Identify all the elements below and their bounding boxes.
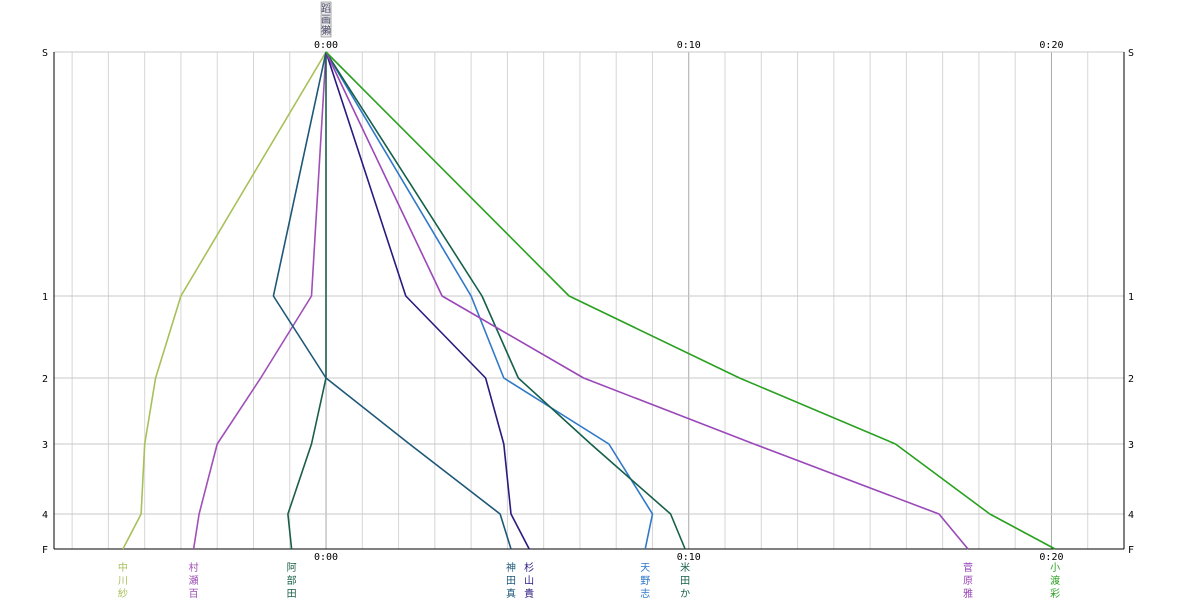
series-lines (122, 51, 1056, 550)
x-tick-label-top: 0:10 (677, 40, 701, 51)
runner-label-char: 瀬 (189, 575, 199, 587)
runner-label-char: 神 (506, 561, 516, 574)
series-line-2 (192, 51, 327, 550)
top-marker: 蹈画獺 (320, 1, 332, 38)
y-tick-label-right: F (1128, 545, 1134, 556)
y-tick-label-right: 2 (1128, 374, 1134, 385)
series-line-9 (325, 51, 1056, 550)
x-tick-label-top: 0:20 (1039, 40, 1063, 51)
vertical-gridlines (71, 52, 1125, 549)
y-tick-label-left: S (42, 48, 48, 59)
axis-labels: S S 1 1 2 2 3 3 4 4 F F 0:00 0:00 0:10 0:10 0:20 0:20 (42, 40, 1134, 563)
y-tick-label-right: 3 (1128, 440, 1134, 451)
series-line-5 (325, 51, 530, 550)
runner-label-char: 菅 (963, 562, 973, 574)
series-line-6 (325, 51, 654, 550)
y-tick-label-right: S (1128, 48, 1134, 59)
runner-label-char: 部 (287, 574, 297, 587)
y-tick-label-left: 4 (42, 510, 48, 521)
runner-label-char: 雅 (963, 587, 973, 600)
x-tick-label-top: 0:00 (314, 40, 338, 51)
runner-label-char: 山 (524, 575, 534, 587)
runner-label-char: 川 (118, 576, 128, 587)
y-tick-label-left: 1 (42, 292, 48, 303)
runner-label-char: 田 (287, 589, 297, 600)
marker-glyph: 獺 (321, 24, 331, 37)
marker-box (320, 1, 332, 38)
y-tick-label-left: 2 (42, 374, 48, 385)
series-line-3 (287, 52, 327, 550)
y-tick-label-right: 4 (1128, 510, 1134, 521)
plot-frame (53, 52, 1125, 550)
runner-label-char: 村 (189, 561, 199, 574)
x-tick-label-bottom: 0:20 (1039, 552, 1063, 563)
runner-label-char: 志 (640, 587, 650, 600)
runner-label-char: 中 (118, 561, 128, 574)
runner-label-char: 貴 (524, 587, 534, 600)
runner-label-char: 天 (640, 563, 650, 574)
runner-label-char: 田 (506, 576, 516, 587)
series-line-4 (272, 51, 512, 550)
horizontal-gridlines (54, 51, 1124, 550)
marker-glyph: 蹈 (321, 3, 331, 15)
runner-label-char: 百 (189, 588, 199, 600)
runner-label-char: 原 (963, 575, 973, 587)
series-line-7 (325, 51, 686, 550)
x-tick-label-bottom: 0:10 (677, 552, 701, 563)
y-tick-label-right: 1 (1128, 292, 1134, 303)
runner-label-char: か (680, 588, 690, 600)
runner-label-char: 阿 (287, 562, 297, 574)
series-line-1 (122, 51, 327, 550)
runner-label-char: 紗 (118, 588, 128, 600)
runner-label-char: 小 (1050, 562, 1060, 574)
runner-label-char: 渡 (1050, 574, 1060, 587)
y-tick-label-left: 3 (42, 440, 48, 451)
runner-label-char: 真 (506, 587, 516, 600)
runner-label-char: 田 (680, 576, 690, 587)
marker-glyph: 画 (321, 15, 331, 26)
series-line-8 (325, 51, 969, 550)
runner-label-char: 野 (640, 575, 650, 587)
runner-label-char: 杉 (524, 561, 534, 574)
x-tick-label-bottom: 0:00 (314, 552, 338, 563)
runner-label-char: 米 (680, 561, 690, 574)
y-tick-label-left: F (42, 545, 48, 556)
runner-label-char: 彩 (1050, 588, 1060, 600)
